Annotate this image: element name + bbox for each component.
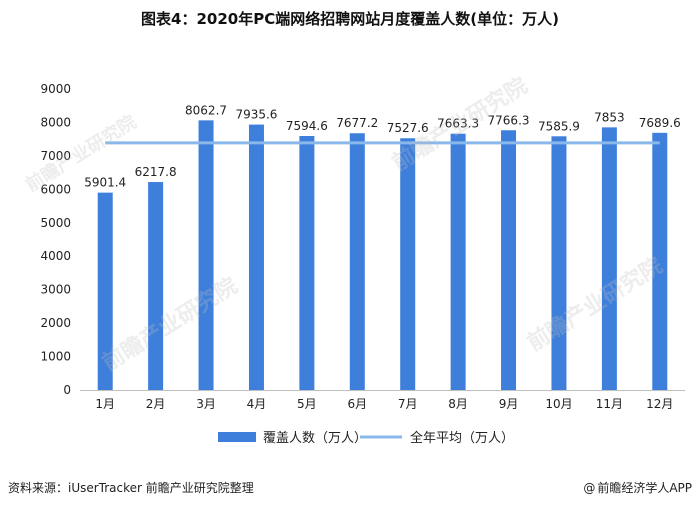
bar-value-label: 7689.6 — [639, 116, 681, 130]
x-tick-label: 8月 — [448, 397, 468, 411]
brand-label: 前瞻经济学人APP — [597, 481, 692, 495]
y-tick-label: 5000 — [40, 216, 71, 230]
bar — [501, 130, 517, 390]
x-tick-label: 10月 — [545, 397, 572, 411]
brand-credit: @ 前瞻经济学人APP — [583, 479, 692, 496]
x-tick-label: 3月 — [196, 397, 216, 411]
bar — [349, 133, 365, 391]
bar-value-label: 7677.2 — [336, 116, 378, 130]
bar — [601, 127, 617, 390]
y-tick-label: 8000 — [40, 115, 71, 129]
at-icon: @ — [583, 481, 596, 495]
bar-value-label: 8062.7 — [185, 103, 227, 117]
bar — [198, 120, 214, 391]
bar-value-label: 7594.6 — [286, 119, 328, 133]
x-tick-label: 4月 — [247, 397, 267, 411]
x-tick-label: 2月 — [146, 397, 166, 411]
bar — [97, 192, 113, 390]
y-tick-label: 0 — [63, 383, 71, 397]
bar — [400, 138, 416, 390]
y-tick-label: 4000 — [40, 249, 71, 263]
legend-bar-label: 覆盖人数（万人） — [263, 431, 367, 446]
x-tick-label: 6月 — [347, 397, 367, 411]
x-tick-label: 5月 — [297, 397, 317, 411]
legend-line-label: 全年平均（万人） — [410, 430, 514, 446]
y-tick-label: 2000 — [40, 316, 71, 330]
y-tick-label: 6000 — [40, 182, 71, 196]
y-tick-label: 9000 — [40, 82, 71, 96]
bar — [551, 136, 567, 390]
bar-value-label: 7585.9 — [538, 119, 580, 133]
y-tick-label: 3000 — [40, 283, 71, 297]
bar-value-label: 7766.3 — [488, 113, 530, 127]
bar-value-label: 6217.8 — [135, 165, 177, 179]
bar-value-label: 7663.3 — [437, 117, 479, 131]
bar-value-label: 7935.6 — [235, 108, 277, 122]
x-tick-label: 7月 — [398, 397, 418, 411]
legend-bar-swatch — [218, 432, 256, 442]
bar-value-label: 7527.6 — [387, 121, 429, 135]
bar-value-label: 5901.4 — [84, 176, 126, 190]
x-tick-label: 12月 — [646, 397, 673, 411]
x-tick-label: 1月 — [95, 397, 115, 411]
x-tick-label: 11月 — [596, 397, 623, 411]
bar — [248, 124, 264, 390]
bar — [450, 133, 466, 390]
x-tick-label: 9月 — [499, 397, 519, 411]
chart-title: 图表4：2020年PC端网络招聘网站月度覆盖人数(单位：万人) — [141, 10, 559, 28]
bar — [148, 182, 164, 390]
y-tick-label: 1000 — [40, 350, 71, 364]
source-note: 资料来源：iUserTracker 前瞻产业研究院整理 — [8, 481, 254, 495]
bar-value-label: 7853 — [594, 110, 625, 124]
bar — [652, 132, 668, 390]
bar — [299, 136, 315, 390]
y-tick-label: 7000 — [40, 149, 71, 163]
